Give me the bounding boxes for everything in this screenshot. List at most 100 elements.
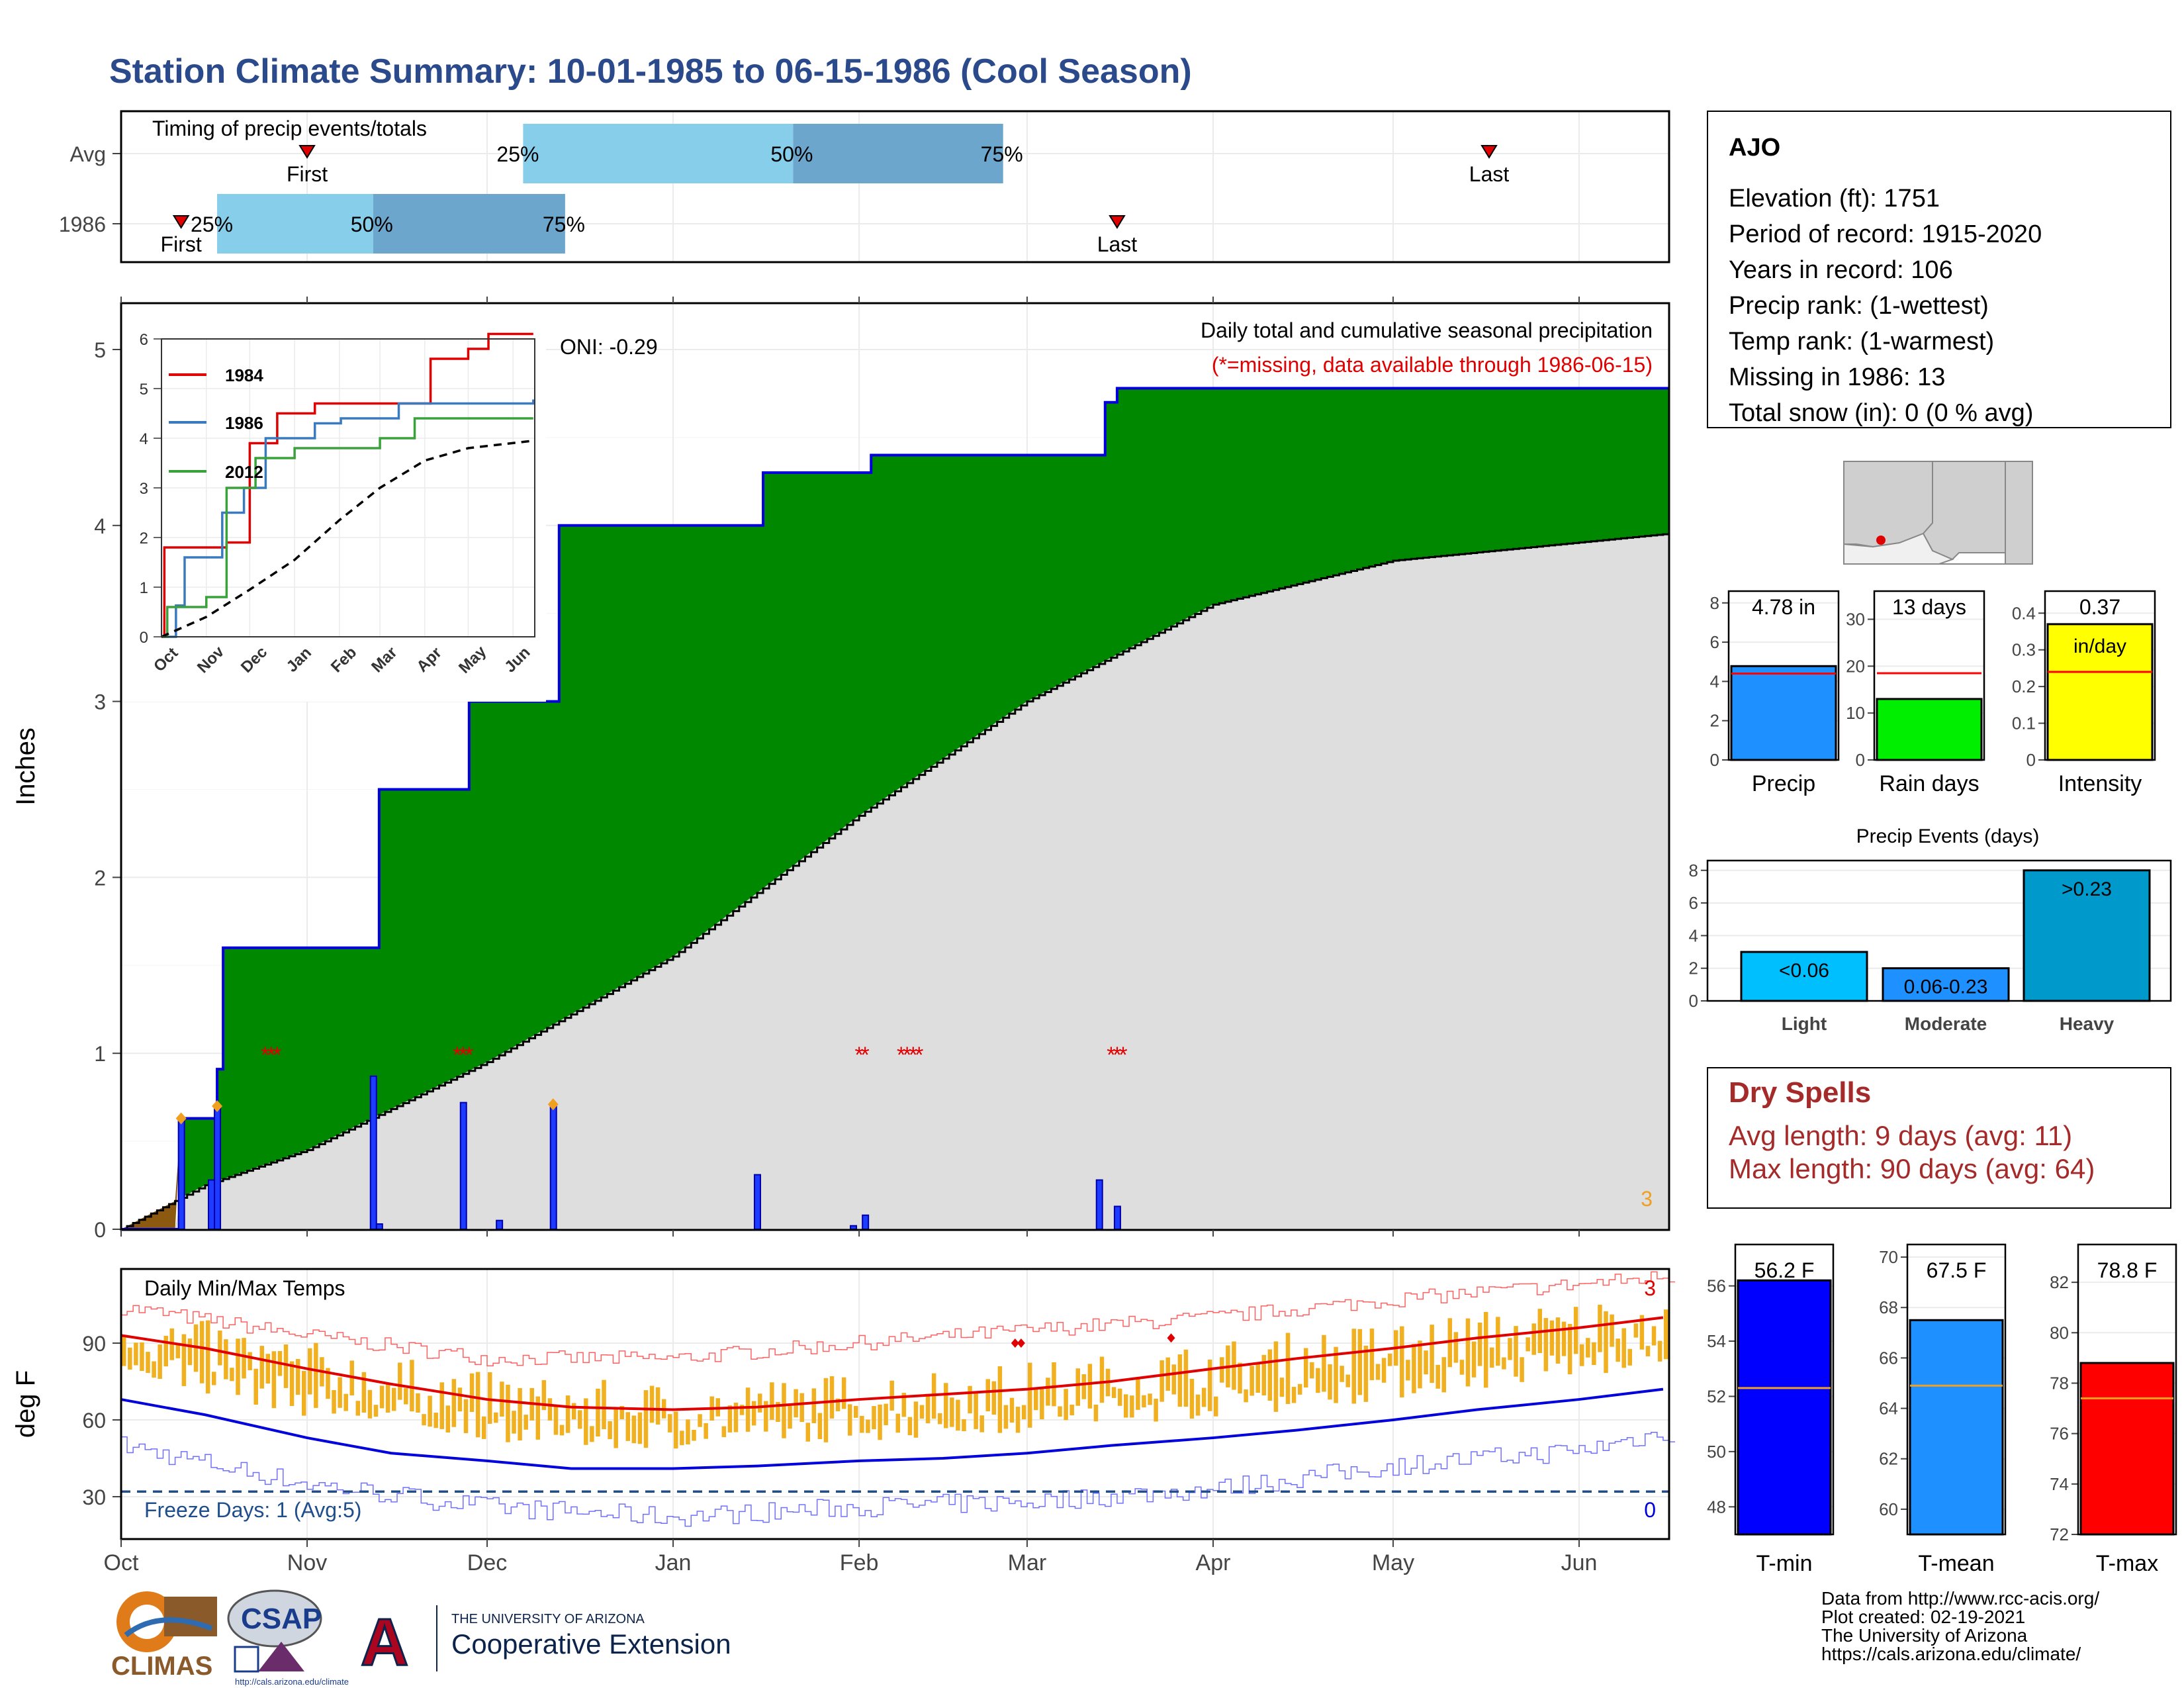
precip-y-tick: 1 — [94, 1042, 106, 1066]
data-source-footer: Data from http://www.rcc-acis.org/ Plot … — [1821, 1588, 2099, 1664]
daily-temp-bar — [1424, 1350, 1428, 1375]
daily-temp-bar — [1598, 1304, 1602, 1352]
ua-main-text: Cooperative Extension — [451, 1628, 731, 1660]
daily-temp-bar — [596, 1388, 600, 1437]
daily-temp-bar — [1183, 1349, 1189, 1407]
daily-temp-bar — [649, 1385, 655, 1423]
daily-temp-bar — [541, 1380, 547, 1411]
daily-temp-bar — [925, 1393, 931, 1424]
temp-bar-y-tick: 82 — [2050, 1272, 2069, 1292]
timing-row-label: Avg — [69, 142, 106, 166]
month-tick-label: Jan — [655, 1550, 692, 1575]
daily-temp-bar — [1003, 1405, 1009, 1429]
temp-bar-y-tick: 66 — [1879, 1348, 1898, 1368]
missing-day-marker: * — [1118, 1043, 1127, 1068]
daily-temp-bar — [565, 1395, 570, 1433]
daily-temp-bar — [1058, 1406, 1062, 1417]
record-high-marker — [1017, 1338, 1025, 1348]
daily-temp-bar — [1514, 1326, 1518, 1377]
daily-temp-bar — [1046, 1378, 1050, 1406]
daily-temp-bar — [433, 1413, 438, 1429]
stat-bar-y-tick: 0 — [1710, 750, 1719, 770]
daily-precip-bar — [1095, 1179, 1103, 1231]
intensity-unit-label: in/day — [2073, 635, 2126, 657]
daily-temp-bar — [271, 1351, 277, 1409]
inset-legend-label: 1986 — [225, 413, 263, 433]
stat-bar-y-tick: 6 — [1710, 632, 1719, 652]
daily-temp-bar — [1130, 1395, 1134, 1418]
daily-temp-bar — [974, 1392, 978, 1429]
daily-temp-bar — [1549, 1320, 1555, 1356]
stat-bar-label: Intensity — [2058, 771, 2142, 796]
daily-temp-bar — [997, 1366, 1003, 1433]
daily-temp-bar — [181, 1334, 187, 1386]
daily-temp-bar — [698, 1414, 702, 1427]
daily-temp-bar — [1069, 1404, 1074, 1416]
daily-temp-bar — [1543, 1318, 1549, 1372]
daily-temp-bar — [1567, 1323, 1572, 1375]
daily-temp-bar — [1418, 1340, 1422, 1389]
temp-y-label: deg F — [11, 1370, 40, 1438]
temperature-stat-bars: 48 50 52 54 56 56.2 F T-min 60 62 64 66 68 70 67.5 F T… — [1707, 1243, 2177, 1576]
daily-temp-bar — [128, 1347, 132, 1370]
daily-temp-bar — [457, 1387, 463, 1412]
daily-temp-bar — [1334, 1346, 1338, 1403]
daily-temp-bar — [937, 1413, 942, 1425]
location-map — [1843, 461, 2033, 565]
daily-temp-bar — [631, 1415, 637, 1444]
temp-bar-label: T-mean — [1918, 1551, 1994, 1576]
stat-bar-intensity — [2046, 623, 2154, 761]
daily-temp-bar — [253, 1368, 258, 1405]
stat-bar-y-tick: 4 — [1710, 671, 1719, 691]
daily-temp-bar — [1111, 1387, 1116, 1398]
daily-temp-bar — [1555, 1317, 1561, 1364]
missing-day-marker: * — [459, 1043, 467, 1068]
timing-marker-last — [1109, 215, 1126, 229]
missing-count-label: 3 — [1641, 1187, 1653, 1211]
stat-bar-y-tick: 0.1 — [2012, 714, 2036, 733]
avg-max-temp-line — [120, 1316, 1664, 1411]
temp-bar-y-tick: 56 — [1707, 1276, 1726, 1296]
daily-temp-bar — [847, 1404, 852, 1436]
daily-temp-bar — [1322, 1335, 1326, 1392]
daily-temp-bar — [1363, 1345, 1369, 1402]
daily-temp-bar — [823, 1378, 829, 1442]
daily-temp-bar — [1009, 1397, 1015, 1423]
daily-temp-bar — [1328, 1364, 1332, 1400]
month-tick-label: Dec — [467, 1550, 507, 1575]
temp-bar-y-tick: 62 — [1879, 1449, 1898, 1469]
events-bar-label: Moderate — [1905, 1013, 1987, 1034]
daily-temp-bar — [236, 1338, 240, 1395]
daily-temp-bar — [944, 1383, 948, 1429]
daily-precip-bar — [177, 1117, 185, 1231]
missing-day-marker: * — [915, 1043, 923, 1068]
missing-day-marker: * — [261, 1043, 269, 1068]
month-axis: Oct Nov Dec Jan Feb Mar Apr May Jun — [104, 297, 1597, 1575]
daily-temp-bar — [1639, 1315, 1645, 1350]
footer-line: Plot created: 02-19-2021 — [1821, 1607, 2025, 1627]
daily-temp-bar — [727, 1405, 733, 1432]
daily-temp-bar — [1561, 1321, 1567, 1356]
daily-temp-bar — [404, 1387, 408, 1405]
timing-label-first: First — [287, 162, 328, 186]
record-max-line — [121, 1271, 1676, 1367]
daily-temp-bar — [866, 1419, 870, 1433]
extreme-precip-marker — [212, 1100, 223, 1112]
events-bar-value: <0.06 — [1779, 960, 1829, 982]
events-bar-value: 0.06-0.23 — [1904, 976, 1988, 998]
daily-temp-bar — [751, 1401, 756, 1426]
stat-bar-y-tick: 8 — [1710, 593, 1719, 613]
stat-bar-rain-days — [1876, 698, 1983, 761]
daily-temp-bar — [475, 1372, 480, 1438]
daily-temp-bar — [1177, 1354, 1183, 1407]
daily-temp-bar — [361, 1372, 367, 1413]
daily-temp-bar — [584, 1398, 588, 1445]
daily-temp-bar — [991, 1381, 997, 1415]
daily-temp-bar — [1207, 1359, 1212, 1411]
daily-temp-bar — [1621, 1328, 1626, 1368]
temp-bar-t-min — [1737, 1279, 1832, 1536]
daily-temp-bar — [1093, 1404, 1099, 1422]
daily-temp-bar — [451, 1379, 457, 1427]
daily-temp-bar — [1189, 1378, 1195, 1419]
temp-bar-y-tick: 76 — [2050, 1424, 2069, 1444]
